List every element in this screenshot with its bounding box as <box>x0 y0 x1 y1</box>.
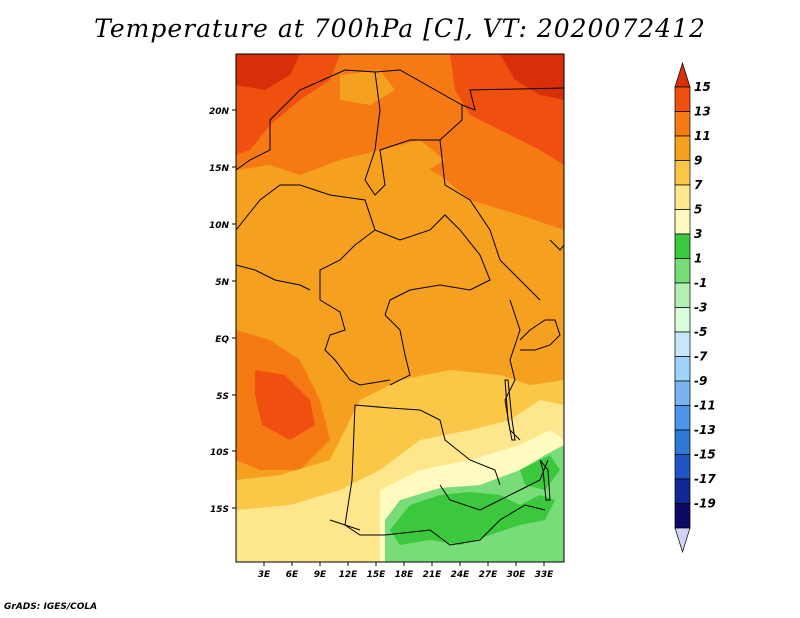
colorbar-label: -3 <box>694 301 707 315</box>
colorbar: 15 13 11 9 7 5 3 1 -1 -3 -5 -7 -9 -11 -13 -15 -17 -19 <box>674 61 716 554</box>
border-angola-south <box>344 404 546 546</box>
coast-gulf-guinea <box>236 264 311 291</box>
colorbar-top-arrow <box>674 61 691 88</box>
lon-label: 33E <box>535 570 555 580</box>
lat-label: 5N <box>215 278 229 288</box>
field-9-patch-a <box>340 70 395 105</box>
colorbar-label: -7 <box>694 350 708 364</box>
colorbar-label: -17 <box>694 472 716 486</box>
colorbar-swatch <box>674 478 691 504</box>
map-frame <box>235 53 565 563</box>
colorbar-swatch <box>674 405 691 431</box>
colorbar-bottom-arrow <box>674 527 691 554</box>
colorbar-swatch <box>674 111 691 137</box>
colorbar-swatch <box>674 258 691 284</box>
colorbar-swatch <box>674 331 691 357</box>
lon-label: 24E <box>451 570 471 580</box>
lon-label: 6E <box>286 570 299 580</box>
lon-label: 27E <box>479 570 499 580</box>
colorbar-label: -13 <box>694 423 716 437</box>
colorbar-swatch <box>674 209 691 235</box>
lat-label: 10S <box>210 448 229 458</box>
border-zambia <box>439 459 549 511</box>
field-3-green-b <box>520 455 560 490</box>
colorbar-label: 11 <box>694 129 711 143</box>
lake-malawi <box>539 459 551 501</box>
border-congo <box>384 314 411 386</box>
colorbar-label: -15 <box>694 448 716 462</box>
lon-label: 18E <box>395 570 415 580</box>
border-northeast <box>461 87 564 111</box>
lat-label: 15N <box>209 164 230 174</box>
colorbar-label: -9 <box>694 374 707 388</box>
temperature-field <box>236 54 564 562</box>
border-gabon <box>319 299 391 386</box>
colorbar-swatch <box>674 282 691 308</box>
lon-label: 15E <box>367 570 387 580</box>
colorbar-swatch <box>674 380 691 406</box>
colorbar-label: 5 <box>694 203 702 217</box>
colorbar-label: 7 <box>694 178 703 192</box>
colorbar-label: -11 <box>694 399 716 413</box>
lon-label: 9E <box>314 570 327 580</box>
colorbar-swatch <box>674 233 691 259</box>
colorbar-swatch <box>674 160 691 186</box>
colorbar-label: -1 <box>694 276 707 290</box>
field-9-patch-b <box>380 140 445 175</box>
colorbar-label: -5 <box>694 325 707 339</box>
colorbar-swatch <box>674 429 691 455</box>
lon-label: 21E <box>423 570 443 580</box>
field-13-southwest <box>255 370 315 440</box>
colorbar-label: 1 <box>694 252 702 266</box>
colorbar-swatch <box>674 503 691 529</box>
lon-axis: 3E 6E 9E 12E 15E 18E 21E 24E 27E 30E 33E <box>258 562 554 580</box>
lon-label: 3E <box>258 570 271 580</box>
lon-label: 12E <box>339 570 359 580</box>
lat-label: 5S <box>216 392 229 402</box>
lat-axis: 20N 15N 10N 5N EQ 5S 10S 15S <box>209 107 236 515</box>
lat-label: EQ <box>215 335 229 345</box>
credit-label: GrADS: IGES/COLA <box>4 602 98 612</box>
colorbar-swatch <box>674 135 691 161</box>
colorbar-label: 13 <box>694 105 711 119</box>
colorbar-swatch <box>674 184 691 210</box>
border-north <box>236 69 463 196</box>
colorbar-label: 3 <box>694 227 702 241</box>
colorbar-swatch <box>674 356 691 382</box>
field-3-green <box>390 492 555 545</box>
colorbar-swatch <box>674 307 691 333</box>
lon-label: 30E <box>507 570 527 580</box>
border-ethiopia <box>549 239 564 251</box>
lat-label: 10N <box>209 221 230 231</box>
lat-label: 15S <box>210 505 229 515</box>
colorbar-swatch <box>674 454 691 480</box>
colorbar-label: -19 <box>694 497 716 511</box>
colorbar-swatch <box>674 86 691 112</box>
colorbar-label: 9 <box>694 154 702 168</box>
colorbar-label: 15 <box>694 80 711 94</box>
border-angola-drc <box>354 404 501 486</box>
border-car <box>374 214 491 316</box>
border-namibia <box>329 519 361 531</box>
border-nigeria <box>236 184 376 300</box>
lat-label: 20N <box>209 107 230 117</box>
field-15-northwest <box>236 54 300 90</box>
lake-victoria <box>519 319 561 351</box>
border-sudan <box>439 139 541 301</box>
chart-title: Temperature at 700hPa [C], VT: 202007241… <box>94 14 706 43</box>
lake-tanganyika <box>504 379 516 441</box>
country-borders <box>236 69 564 546</box>
